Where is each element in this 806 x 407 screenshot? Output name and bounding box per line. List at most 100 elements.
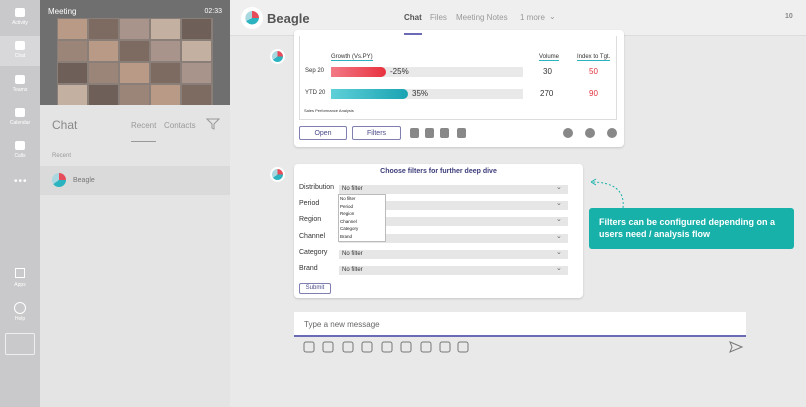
- growth-bar: [331, 89, 408, 99]
- filter-select[interactable]: No filter: [339, 266, 568, 275]
- select-chevron: ⌄: [556, 232, 562, 240]
- filter-label: Category: [299, 248, 328, 256]
- rail-label[interactable]: Help: [14, 316, 26, 322]
- select-chevron: ⌄: [556, 184, 562, 191]
- volume: 30: [543, 67, 552, 76]
- badge[interactable]: 10: [785, 13, 793, 20]
- dropdown-option[interactable]: Channel: [340, 218, 357, 224]
- video-grid: [57, 18, 213, 105]
- beagle-avatar: [241, 7, 263, 29]
- video-tile: [58, 41, 87, 61]
- growth-bar: [331, 67, 386, 77]
- video-tile: [89, 41, 118, 61]
- compose-toolbar: [303, 341, 744, 353]
- filter-select[interactable]: No filter: [339, 249, 568, 259]
- video-tile: [120, 63, 149, 83]
- contact-name[interactable]: Beagle: [73, 177, 95, 184]
- filter-select[interactable]: No filter: [339, 185, 568, 194]
- chevron: ⌄: [549, 12, 556, 21]
- video-tile: [151, 19, 180, 39]
- reaction-icon[interactable]: [607, 128, 617, 138]
- growth-label: 35%: [412, 89, 429, 98]
- action-icon[interactable]: [440, 128, 449, 138]
- rail-icon: [15, 268, 25, 278]
- submit-button[interactable]: Submit: [299, 283, 331, 294]
- dropdown-option[interactable]: Period: [340, 203, 354, 209]
- growth-label: -25%: [390, 67, 409, 76]
- toolbar-icon: [457, 341, 469, 353]
- row-label: Sep 20: [305, 68, 325, 74]
- select-chevron: ⌄: [556, 248, 562, 256]
- rail-icon: [14, 302, 26, 314]
- dropdown: [338, 194, 386, 242]
- column-header: Growth (Vs.PY): [331, 54, 373, 61]
- header-tab[interactable]: Chat: [404, 13, 422, 35]
- volume: 270: [540, 89, 554, 98]
- header-tab[interactable]: Files: [430, 13, 447, 22]
- caption: Sales Performance Analysis: [304, 108, 354, 113]
- rail-label[interactable]: Chat: [14, 53, 26, 59]
- callout: Filters can be configured depending on a…: [589, 208, 794, 249]
- filter-label: Brand: [299, 265, 318, 272]
- card-button[interactable]: Open: [299, 126, 347, 140]
- card-performance: [294, 30, 624, 147]
- dropdown-option[interactable]: Brand: [340, 234, 353, 239]
- bot-avatar: [270, 167, 285, 182]
- list-tab[interactable]: Contacts: [164, 121, 196, 130]
- chat-title: Chat: [52, 118, 78, 132]
- video-tile: [89, 85, 118, 105]
- bot-avatar: [270, 49, 285, 64]
- section-label: Recent: [52, 153, 72, 159]
- filter-label: Channel: [299, 232, 326, 240]
- toolbar-icon: [361, 341, 373, 353]
- column-header: Index to Tgt.: [577, 54, 611, 61]
- filter-label: Region: [299, 216, 322, 224]
- contact-row[interactable]: [40, 166, 230, 195]
- rail-label[interactable]: Teams: [12, 87, 28, 93]
- index: 50: [589, 67, 598, 76]
- rail-icon: [15, 8, 25, 17]
- action-icon[interactable]: [425, 128, 434, 138]
- contact-avatar: [52, 173, 66, 187]
- toolbar-icon: [439, 341, 451, 353]
- rail-label[interactable]: Calendar: [9, 120, 31, 126]
- filters-title: Choose filters for further deep dive: [380, 168, 497, 175]
- dropdown-option[interactable]: Category: [340, 226, 359, 232]
- card-button[interactable]: Filters: [352, 126, 401, 140]
- action-icon[interactable]: [410, 128, 419, 138]
- reaction-icon[interactable]: [585, 128, 595, 138]
- toolbar-icon: [303, 341, 315, 353]
- dropdown-option[interactable]: No filter: [340, 196, 356, 201]
- header-tab[interactable]: 1 more: [520, 13, 545, 22]
- rail-button: [5, 333, 35, 355]
- bar-track: [331, 67, 523, 77]
- filter-icon[interactable]: [206, 118, 220, 130]
- video-tile: [151, 85, 180, 105]
- app-rail: [0, 0, 40, 407]
- compose-placeholder: Type a new message: [304, 320, 380, 329]
- header-title: Beagle: [267, 11, 310, 26]
- select-chevron: ⌄: [556, 265, 562, 272]
- video-tile: [182, 19, 211, 39]
- select-chevron: ⌄: [556, 216, 562, 224]
- rail-icon: [15, 75, 25, 84]
- rail-label[interactable]: Calls: [14, 153, 26, 159]
- column-header: Volume: [539, 54, 560, 61]
- video-tile: [89, 63, 118, 83]
- video-tile: [182, 85, 211, 105]
- action-icon[interactable]: [457, 128, 466, 138]
- bar-track: [331, 89, 523, 99]
- row-label: YTD 20: [305, 90, 326, 96]
- dropdown-option[interactable]: Region: [340, 211, 355, 217]
- toolbar-icon: [342, 341, 354, 353]
- rail-icon: [15, 108, 25, 117]
- rail-icon: [15, 141, 25, 150]
- list-tab[interactable]: Recent: [131, 121, 157, 142]
- reaction-icon[interactable]: [563, 128, 573, 138]
- video-tile: [58, 63, 87, 83]
- header-tab[interactable]: Meeting Notes: [456, 13, 508, 22]
- compose-box[interactable]: Type a new message: [294, 312, 746, 337]
- rail-label[interactable]: Apps: [14, 282, 26, 288]
- rail-label[interactable]: Activity: [12, 20, 28, 26]
- video-tile: [120, 85, 149, 105]
